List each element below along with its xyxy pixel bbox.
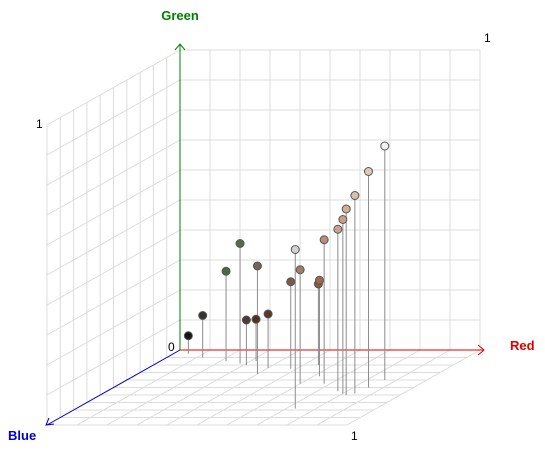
blue-axis-arrow-icon <box>45 417 55 426</box>
data-point <box>350 191 360 200</box>
origin-tick-label: 0 <box>168 340 175 354</box>
grid-line <box>346 349 481 426</box>
data-point <box>286 277 296 287</box>
grid-back-wall <box>179 49 481 351</box>
green-max-tick-label: 1 <box>484 31 491 45</box>
grid-line <box>46 109 181 186</box>
green-axis-arrow-icon <box>174 43 186 51</box>
red-max-tick-label: 1 <box>351 429 358 443</box>
grid-line <box>46 199 181 276</box>
green-wall-max-tick-label: 1 <box>36 117 43 131</box>
grid-line <box>46 139 181 216</box>
grid-line <box>316 349 451 426</box>
data-point <box>263 309 273 319</box>
data-point <box>364 167 373 176</box>
data-point <box>198 311 208 320</box>
green-axis-title: Green <box>161 8 199 23</box>
data-point <box>295 265 305 275</box>
data-point <box>235 239 245 248</box>
data-point <box>319 235 329 245</box>
blue-axis-line <box>46 349 181 426</box>
data-point <box>252 261 262 271</box>
data-points <box>183 141 390 341</box>
data-point <box>333 224 343 234</box>
grid-line <box>286 349 421 426</box>
red-axis-title: Red <box>510 338 535 353</box>
data-point <box>341 204 351 214</box>
blue-axis-title: Blue <box>8 428 36 443</box>
data-point <box>380 141 390 151</box>
grid-line <box>46 79 181 156</box>
grid-line <box>46 49 181 126</box>
data-point <box>221 266 231 276</box>
data-point <box>251 314 261 324</box>
axes <box>45 43 485 426</box>
data-point <box>241 315 251 325</box>
red-axis-arrow-icon <box>477 344 485 356</box>
grid-line <box>256 349 391 426</box>
data-point <box>338 215 348 224</box>
data-point <box>183 331 193 341</box>
grid-line <box>46 169 181 246</box>
grid-floor <box>46 349 481 426</box>
point-stems <box>187 146 386 409</box>
data-point <box>290 245 300 254</box>
data-point <box>314 275 324 285</box>
grid-side-wall <box>46 49 181 426</box>
